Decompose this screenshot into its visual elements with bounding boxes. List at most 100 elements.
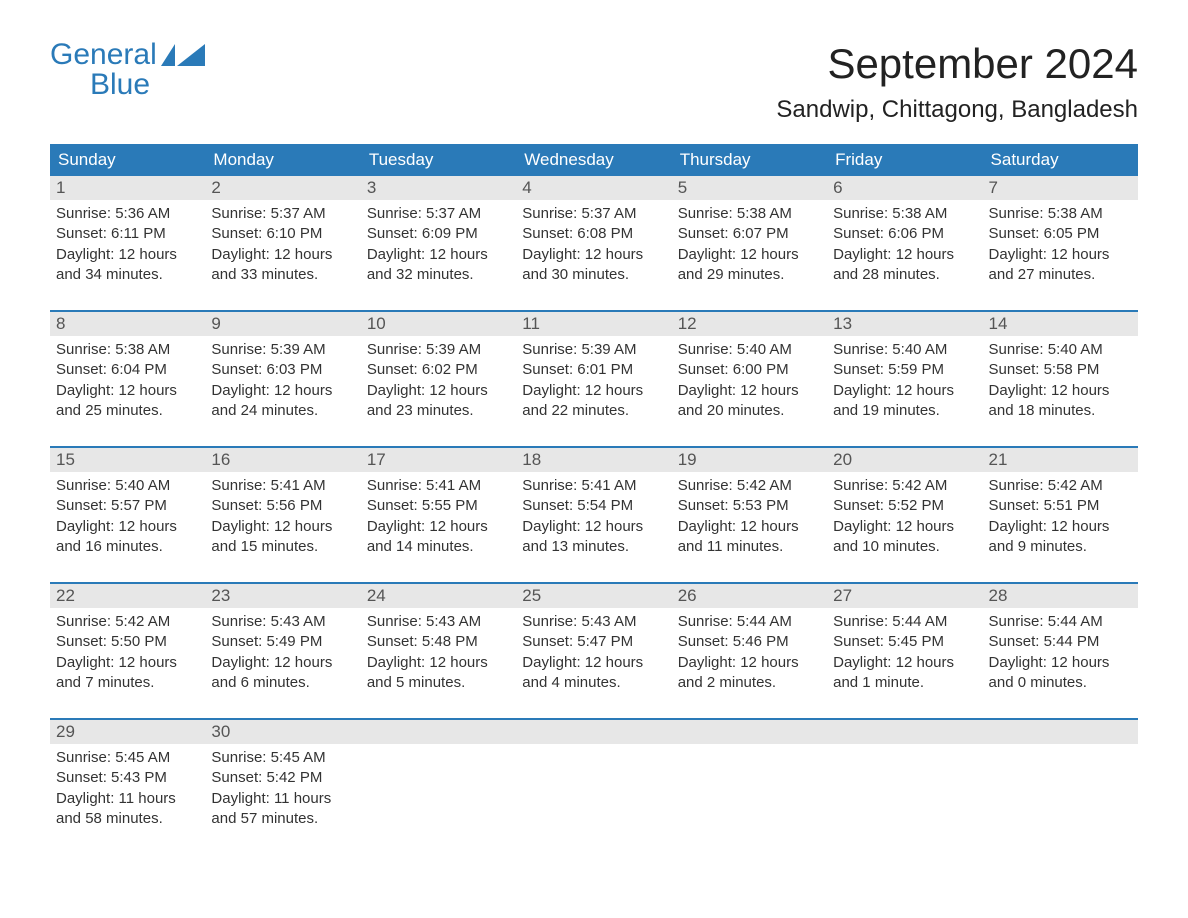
day-number: 27 [827, 584, 982, 608]
day-details: Sunrise: 5:38 AMSunset: 6:07 PMDaylight:… [672, 200, 827, 291]
day-cell: 26Sunrise: 5:44 AMSunset: 5:46 PMDayligh… [672, 584, 827, 704]
sunrise-text: Sunrise: 5:41 AM [211, 476, 354, 496]
sunrise-text: Sunrise: 5:39 AM [211, 340, 354, 360]
daylight-line-2: and 16 minutes. [56, 537, 199, 557]
daylight-line-1: Daylight: 12 hours [367, 517, 510, 537]
sunrise-text: Sunrise: 5:38 AM [989, 204, 1132, 224]
daylight-line-1: Daylight: 12 hours [833, 381, 976, 401]
sunrise-text: Sunrise: 5:42 AM [989, 476, 1132, 496]
logo: General Blue [50, 40, 205, 100]
sunrise-text: Sunrise: 5:37 AM [367, 204, 510, 224]
daylight-line-1: Daylight: 12 hours [367, 653, 510, 673]
day-number: 30 [205, 720, 360, 744]
sunrise-text: Sunrise: 5:39 AM [522, 340, 665, 360]
daylight-line-1: Daylight: 11 hours [211, 789, 354, 809]
day-cell: 8Sunrise: 5:38 AMSunset: 6:04 PMDaylight… [50, 312, 205, 432]
day-number: 28 [983, 584, 1138, 608]
sunset-text: Sunset: 5:43 PM [56, 768, 199, 788]
day-number: 9 [205, 312, 360, 336]
sunset-text: Sunset: 6:06 PM [833, 224, 976, 244]
day-number: 23 [205, 584, 360, 608]
day-number: 17 [361, 448, 516, 472]
day-number: 24 [361, 584, 516, 608]
sunrise-text: Sunrise: 5:40 AM [989, 340, 1132, 360]
day-details: Sunrise: 5:44 AMSunset: 5:45 PMDaylight:… [827, 608, 982, 699]
sunrise-text: Sunrise: 5:45 AM [211, 748, 354, 768]
daylight-line-2: and 28 minutes. [833, 265, 976, 285]
daylight-line-2: and 19 minutes. [833, 401, 976, 421]
day-cell [827, 720, 982, 840]
daylight-line-2: and 2 minutes. [678, 673, 821, 693]
weekday-header: Tuesday [361, 144, 516, 176]
week-row: 22Sunrise: 5:42 AMSunset: 5:50 PMDayligh… [50, 582, 1138, 704]
sunset-text: Sunset: 6:01 PM [522, 360, 665, 380]
daylight-line-1: Daylight: 12 hours [678, 653, 821, 673]
day-number: 2 [205, 176, 360, 200]
day-number: 4 [516, 176, 671, 200]
week-row: 8Sunrise: 5:38 AMSunset: 6:04 PMDaylight… [50, 310, 1138, 432]
day-number: 15 [50, 448, 205, 472]
daylight-line-1: Daylight: 12 hours [522, 381, 665, 401]
logo-flag-icon [161, 44, 205, 66]
sunset-text: Sunset: 5:53 PM [678, 496, 821, 516]
daylight-line-2: and 29 minutes. [678, 265, 821, 285]
day-number: 6 [827, 176, 982, 200]
daylight-line-2: and 15 minutes. [211, 537, 354, 557]
sunrise-text: Sunrise: 5:42 AM [833, 476, 976, 496]
sunset-text: Sunset: 5:44 PM [989, 632, 1132, 652]
day-cell [361, 720, 516, 840]
sunset-text: Sunset: 6:09 PM [367, 224, 510, 244]
empty-day [672, 720, 827, 744]
day-number: 1 [50, 176, 205, 200]
daylight-line-1: Daylight: 12 hours [989, 381, 1132, 401]
sunrise-text: Sunrise: 5:40 AM [833, 340, 976, 360]
day-cell: 11 Sunrise: 5:39 AMSunset: 6:01 PMDayligh… [516, 312, 671, 432]
day-number: 18 [516, 448, 671, 472]
day-details: Sunrise: 5:41 AMSunset: 5:56 PMDaylight:… [205, 472, 360, 563]
day-cell: 14Sunrise: 5:40 AMSunset: 5:58 PMDayligh… [983, 312, 1138, 432]
day-number: 12 [672, 312, 827, 336]
daylight-line-1: Daylight: 12 hours [522, 245, 665, 265]
sunrise-text: Sunrise: 5:38 AM [833, 204, 976, 224]
day-number: 29 [50, 720, 205, 744]
sunset-text: Sunset: 5:45 PM [833, 632, 976, 652]
empty-day [827, 720, 982, 744]
sunset-text: Sunset: 6:08 PM [522, 224, 665, 244]
weekday-header: Sunday [50, 144, 205, 176]
daylight-line-2: and 57 minutes. [211, 809, 354, 829]
sunset-text: Sunset: 6:03 PM [211, 360, 354, 380]
day-number: 7 [983, 176, 1138, 200]
daylight-line-1: Daylight: 12 hours [678, 245, 821, 265]
sunset-text: Sunset: 5:46 PM [678, 632, 821, 652]
day-cell: 21Sunrise: 5:42 AMSunset: 5:51 PMDayligh… [983, 448, 1138, 568]
sunrise-text: Sunrise: 5:43 AM [211, 612, 354, 632]
day-cell: 4Sunrise: 5:37 AMSunset: 6:08 PMDaylight… [516, 176, 671, 296]
daylight-line-2: and 4 minutes. [522, 673, 665, 693]
day-number: 11 [516, 312, 671, 336]
day-details: Sunrise: 5:41 AMSunset: 5:54 PMDaylight:… [516, 472, 671, 563]
day-cell: 10Sunrise: 5:39 AMSunset: 6:02 PMDayligh… [361, 312, 516, 432]
day-details: Sunrise: 5:42 AMSunset: 5:50 PMDaylight:… [50, 608, 205, 699]
sunrise-text: Sunrise: 5:42 AM [678, 476, 821, 496]
day-cell: 27Sunrise: 5:44 AMSunset: 5:45 PMDayligh… [827, 584, 982, 704]
weekday-header: Wednesday [516, 144, 671, 176]
day-details: Sunrise: 5:42 AMSunset: 5:52 PMDaylight:… [827, 472, 982, 563]
day-cell: 15Sunrise: 5:40 AMSunset: 5:57 PMDayligh… [50, 448, 205, 568]
day-number: 20 [827, 448, 982, 472]
day-details: Sunrise: 5:43 AMSunset: 5:48 PMDaylight:… [361, 608, 516, 699]
daylight-line-1: Daylight: 12 hours [833, 517, 976, 537]
daylight-line-2: and 6 minutes. [211, 673, 354, 693]
daylight-line-2: and 13 minutes. [522, 537, 665, 557]
day-number: 21 [983, 448, 1138, 472]
day-number: 22 [50, 584, 205, 608]
day-cell: 18Sunrise: 5:41 AMSunset: 5:54 PMDayligh… [516, 448, 671, 568]
day-cell [672, 720, 827, 840]
weekday-header: Thursday [672, 144, 827, 176]
sunset-text: Sunset: 5:56 PM [211, 496, 354, 516]
day-cell: 20Sunrise: 5:42 AMSunset: 5:52 PMDayligh… [827, 448, 982, 568]
daylight-line-2: and 9 minutes. [989, 537, 1132, 557]
weekday-header: Friday [827, 144, 982, 176]
sunset-text: Sunset: 5:55 PM [367, 496, 510, 516]
day-cell: 24Sunrise: 5:43 AMSunset: 5:48 PMDayligh… [361, 584, 516, 704]
daylight-line-2: and 32 minutes. [367, 265, 510, 285]
